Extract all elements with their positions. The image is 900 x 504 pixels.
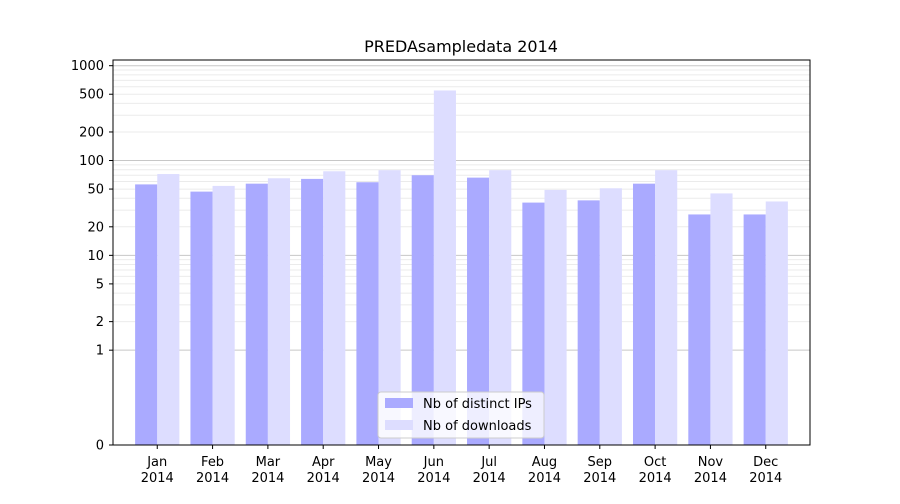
- y-tick-label: 500: [79, 88, 104, 103]
- y-tick-label: 100: [79, 154, 104, 169]
- bar-distinct-ips: [632, 183, 656, 445]
- x-tick-label: Feb 2014: [196, 455, 229, 486]
- y-axis: 0 1 2 5 10 20 50 100 200 500 1000: [71, 59, 113, 454]
- bar-downloads: [599, 188, 622, 445]
- y-tick-label: 10: [87, 249, 104, 264]
- x-tick-label: Apr 2014: [307, 455, 340, 486]
- x-axis: Jan 2014 Feb 2014 Mar 2014 Apr 2014 May 2014 Jun 20…: [141, 445, 782, 486]
- bar-downloads: [212, 185, 235, 446]
- bar-distinct-ips: [135, 184, 158, 445]
- bar-downloads: [544, 189, 567, 445]
- chart-title: PREDAsampledata 2014: [364, 37, 558, 56]
- bar-downloads: [157, 174, 180, 445]
- y-tick-label: 5: [96, 277, 104, 292]
- bar-distinct-ips: [301, 178, 324, 445]
- bar-downloads: [489, 170, 512, 445]
- x-tick-label: Jan 2014: [141, 455, 174, 486]
- bar-distinct-ips: [356, 182, 379, 445]
- x-tick-label: Nov 2014: [694, 455, 727, 486]
- y-tick-label: 0: [96, 439, 104, 454]
- legend-label-distinct-ips: Nb of distinct IPs: [423, 397, 532, 412]
- bar-downloads: [710, 193, 733, 445]
- y-tick-label: 2: [96, 315, 104, 330]
- bar-downloads: [267, 178, 291, 445]
- y-tick-label: 1: [96, 344, 104, 359]
- bar-distinct-ips: [577, 200, 600, 445]
- legend: Nb of distinct IPs Nb of downloads: [377, 391, 545, 439]
- y-tick-label: 20: [87, 220, 104, 235]
- x-tick-label: Jul 2014: [473, 455, 506, 486]
- y-tick-label: 1000: [71, 59, 104, 74]
- x-tick-label: Mar 2014: [251, 455, 284, 486]
- legend-swatch-distinct-ips: [385, 398, 413, 408]
- x-tick-label: May 2014: [362, 455, 395, 486]
- bar-distinct-ips: [743, 214, 766, 445]
- y-tick-label: 50: [87, 183, 104, 198]
- bar-distinct-ips: [688, 214, 711, 445]
- bar-downloads: [433, 90, 456, 446]
- bar-distinct-ips: [411, 175, 434, 445]
- x-tick-label: Oct 2014: [639, 455, 672, 486]
- x-tick-label: Jun 2014: [417, 455, 450, 486]
- bar-downloads: [765, 201, 788, 445]
- legend-label-downloads: Nb of downloads: [423, 419, 532, 434]
- plot-frame: [112, 59, 811, 446]
- legend-swatch-downloads: [385, 420, 413, 430]
- y-tick-label: 200: [79, 125, 104, 140]
- x-tick-label: Aug 2014: [528, 455, 561, 486]
- x-tick-label: Sep 2014: [583, 455, 616, 486]
- bars-layer: [135, 90, 788, 446]
- bar-downloads: [378, 170, 401, 445]
- bar-distinct-ips: [245, 183, 268, 445]
- legend-box: [377, 391, 545, 439]
- bar-downloads: [655, 170, 678, 445]
- bar-distinct-ips: [467, 177, 490, 445]
- x-tick-label: Dec 2014: [749, 455, 782, 486]
- bar-distinct-ips: [522, 202, 545, 445]
- bar-distinct-ips: [190, 191, 213, 445]
- bar-downloads: [323, 171, 346, 445]
